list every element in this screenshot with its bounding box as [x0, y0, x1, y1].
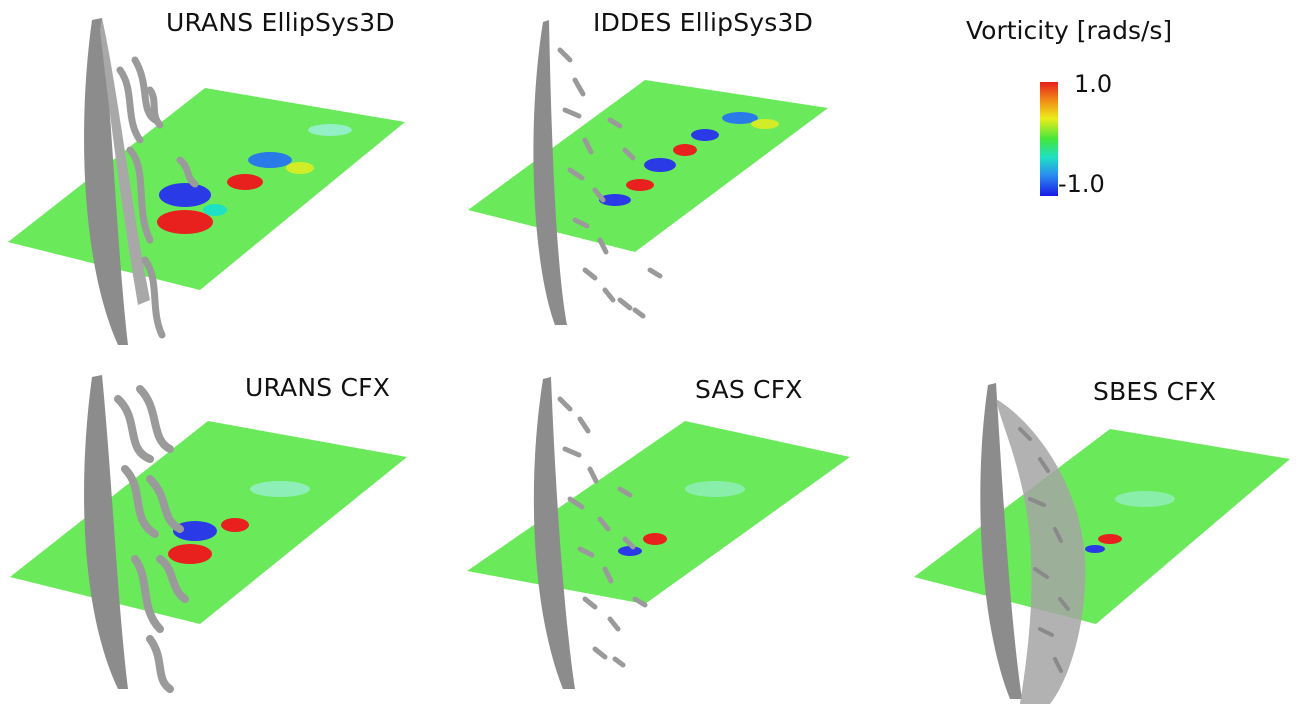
panel-title: URANS CFX	[245, 373, 391, 402]
vorticity-render	[914, 383, 1290, 704]
blade-isosurface	[84, 375, 128, 689]
vorticity-render	[8, 18, 405, 345]
colorbar	[1040, 82, 1058, 196]
colorbar-min-label: -1.0	[1058, 170, 1105, 198]
panel-sbes-cfx: SBES CFX	[870, 359, 1305, 717]
panel-urans-cfx: URANS CFX	[0, 359, 435, 717]
vorticity-plane	[467, 421, 850, 604]
panel-title: URANS EllipSys3D	[166, 8, 395, 37]
vorticity-plane	[914, 429, 1290, 624]
blade-isosurface	[84, 18, 128, 345]
panel-title: SAS CFX	[695, 375, 803, 404]
vorticity-render	[467, 377, 850, 689]
legend-title: Vorticity [rads/s]	[966, 16, 1173, 45]
blade-isosurface	[533, 377, 575, 689]
colorbar-max-label: 1.0	[1074, 70, 1113, 98]
panel-sas-cfx: SAS CFX	[435, 359, 870, 717]
blade-isosurface	[533, 20, 567, 325]
blade-isosurface	[980, 383, 1022, 699]
panel-iddes-ellipsys3d: IDDES EllipSys3D	[435, 0, 870, 358]
panel-title: IDDES EllipSys3D	[593, 8, 814, 37]
vorticity-legend: Vorticity [rads/s] 1.0 -1.0	[960, 10, 1290, 210]
vorticity-render	[10, 375, 407, 693]
vorticity-render	[468, 20, 828, 325]
vorticity-plane	[10, 421, 407, 624]
panel-urans-ellipsys3d: URANS EllipSys3D	[0, 0, 435, 358]
panel-title: SBES CFX	[1093, 377, 1217, 406]
